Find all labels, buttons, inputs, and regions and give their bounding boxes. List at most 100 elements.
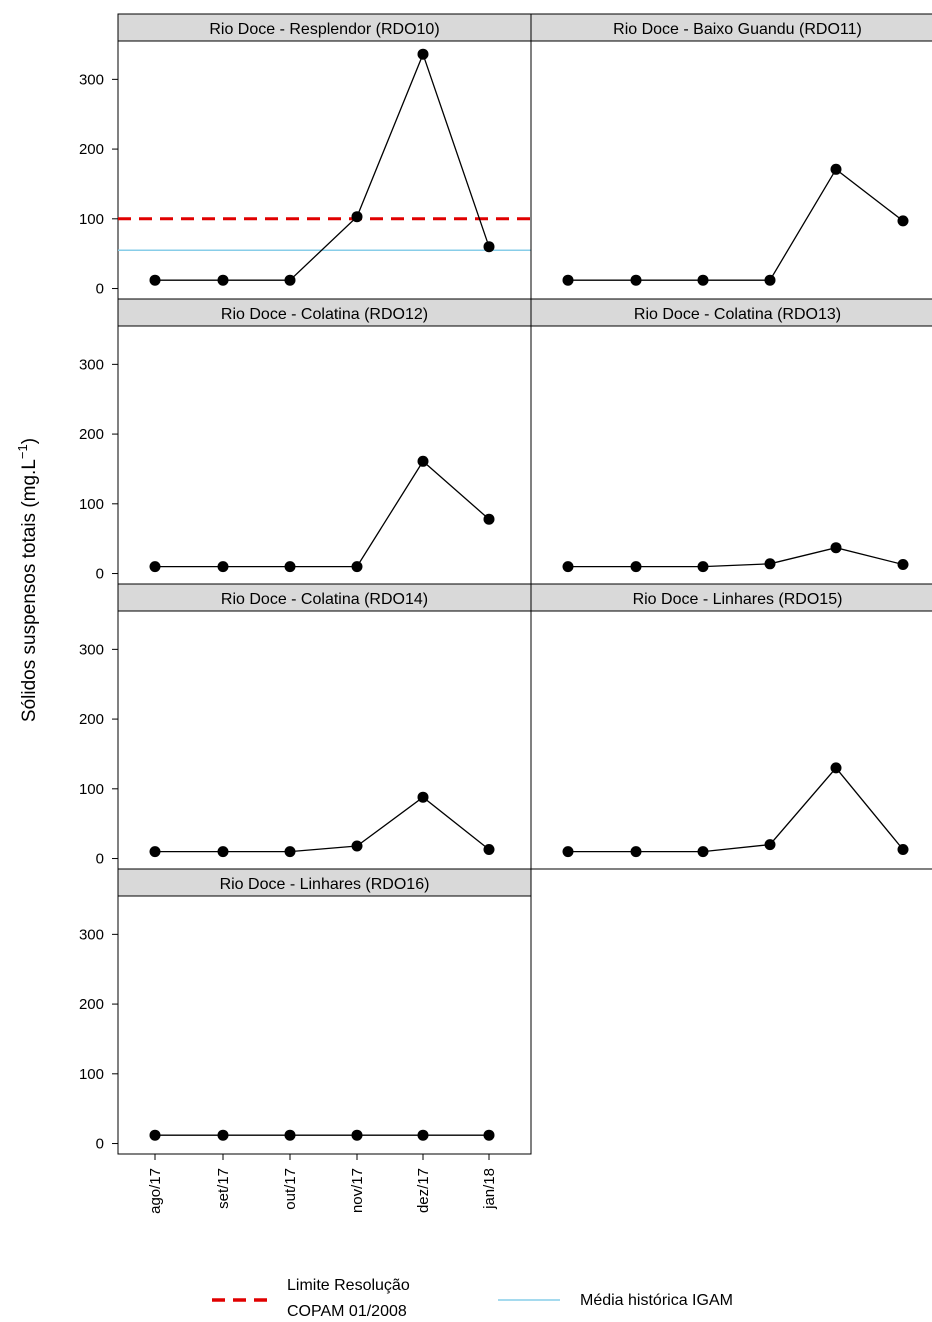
panel: Rio Doce - Linhares (RDO16) 0 100 200 300 ago… xyxy=(79,868,532,1214)
y-tick-label: 0 xyxy=(96,851,104,868)
data-point xyxy=(483,513,495,525)
panel-frame xyxy=(530,40,932,300)
legend-igam-label: Média histórica IGAM xyxy=(580,1292,733,1309)
panel-frame xyxy=(530,325,932,585)
y-axis-title-text: Sólidos suspensos totais (mg.L−1) xyxy=(15,438,40,722)
y-tick-label: 200 xyxy=(79,996,104,1013)
data-point xyxy=(217,274,229,286)
series-line xyxy=(155,460,490,568)
x-tick-label: set/17 xyxy=(215,1168,232,1209)
panel-title: Rio Doce - Baixo Guandu (RDO11) xyxy=(613,21,862,38)
data-point xyxy=(630,846,642,858)
y-tick-label: 300 xyxy=(79,71,104,88)
panel-frame xyxy=(117,325,532,585)
panel-title: Rio Doce - Colatina (RDO13) xyxy=(634,306,841,323)
data-point xyxy=(351,840,363,852)
y-tick-label: 100 xyxy=(79,781,104,798)
panel-strip xyxy=(117,868,532,897)
legend-limit-label-line2: COPAM 01/2008 xyxy=(287,1303,407,1320)
data-point xyxy=(149,1129,161,1141)
data-point xyxy=(897,844,909,855)
y-axis-title-main: Sólidos suspensos totais (mg.L xyxy=(19,459,40,722)
legend: Limite Resolução COPAM 01/2008 Média his… xyxy=(212,1277,733,1320)
y-tick-label: 100 xyxy=(79,1066,104,1083)
y-tick-label: 0 xyxy=(96,566,104,583)
y-tick-label: 200 xyxy=(79,141,104,158)
data-point xyxy=(562,846,574,858)
y-axis-title-superscript: −1 xyxy=(15,444,30,459)
data-point xyxy=(697,274,709,286)
data-point xyxy=(417,48,429,60)
x-tick-label: ago/17 xyxy=(147,1168,164,1214)
data-point xyxy=(697,846,709,858)
data-point xyxy=(284,846,296,858)
x-tick-label: out/17 xyxy=(282,1168,299,1210)
y-tick-label: 100 xyxy=(79,496,104,513)
data-point xyxy=(351,1129,363,1141)
data-point xyxy=(149,561,161,573)
data-point xyxy=(697,561,709,573)
data-point xyxy=(630,561,642,573)
y-tick-label: 300 xyxy=(79,641,104,658)
data-point xyxy=(830,762,842,774)
data-point xyxy=(149,274,161,286)
data-point xyxy=(149,846,161,858)
y-tick-label: 100 xyxy=(79,211,104,228)
y-tick-label: 0 xyxy=(96,281,104,298)
series-line xyxy=(155,52,490,281)
panel-frame xyxy=(117,40,532,300)
data-point xyxy=(417,455,429,467)
panel: Rio Doce - Colatina (RDO12) 0 100 200 300 xyxy=(79,298,532,585)
panel: Rio Doce - Resplendor (RDO10) 0 100 200 300 xyxy=(79,13,532,300)
data-point xyxy=(897,215,909,227)
y-tick-label: 300 xyxy=(79,926,104,943)
data-point xyxy=(284,561,296,573)
data-point xyxy=(562,561,574,573)
panel-strip xyxy=(530,583,932,612)
x-tick-label: nov/17 xyxy=(349,1168,366,1213)
panel: Rio Doce - Colatina (RDO13) xyxy=(530,298,932,585)
series-line xyxy=(568,766,904,853)
x-tick-label: jan/18 xyxy=(481,1168,498,1210)
panel-title: Rio Doce - Resplendor (RDO10) xyxy=(209,21,439,38)
data-point xyxy=(830,163,842,175)
data-point xyxy=(897,559,909,570)
y-tick-label: 0 xyxy=(96,1136,104,1153)
data-point xyxy=(483,844,495,855)
panel: Rio Doce - Baixo Guandu (RDO11) xyxy=(530,13,932,300)
data-point xyxy=(417,1129,429,1141)
data-point xyxy=(764,839,776,851)
panel: Rio Doce - Colatina (RDO14) 0 100 200 300 xyxy=(79,583,532,870)
panel-title: Rio Doce - Linhares (RDO15) xyxy=(633,591,843,608)
data-point xyxy=(217,1129,229,1141)
data-point xyxy=(830,542,842,554)
y-axis-title-close: ) xyxy=(19,438,40,444)
legend-limit-label-line1: Limite Resolução xyxy=(287,1277,410,1294)
series-line xyxy=(155,796,490,853)
data-point xyxy=(764,274,776,286)
data-point xyxy=(217,846,229,858)
data-point xyxy=(351,561,363,573)
x-tick-label: dez/17 xyxy=(415,1168,432,1213)
data-point xyxy=(483,1129,495,1141)
data-point xyxy=(351,211,363,223)
panel-frame xyxy=(530,610,932,870)
y-tick-label: 200 xyxy=(79,711,104,728)
data-point xyxy=(284,274,296,286)
panel-frame xyxy=(117,610,532,870)
panel-frame xyxy=(117,895,532,1155)
panel-title: Rio Doce - Colatina (RDO14) xyxy=(221,591,428,608)
data-point xyxy=(630,274,642,286)
data-point xyxy=(483,241,495,253)
panel-title: Rio Doce - Colatina (RDO12) xyxy=(221,306,428,323)
series-line xyxy=(568,168,904,281)
panel-title: Rio Doce - Linhares (RDO16) xyxy=(220,876,430,893)
panel-strip xyxy=(117,13,532,42)
chart-panels: Rio Doce - Resplendor (RDO10)0100200300R… xyxy=(79,13,932,1214)
data-point xyxy=(562,274,574,286)
series-line xyxy=(568,547,904,568)
data-point xyxy=(217,561,229,573)
y-tick-label: 300 xyxy=(79,356,104,373)
y-axis-title: Sólidos suspensos totais (mg.L−1) xyxy=(15,438,40,722)
